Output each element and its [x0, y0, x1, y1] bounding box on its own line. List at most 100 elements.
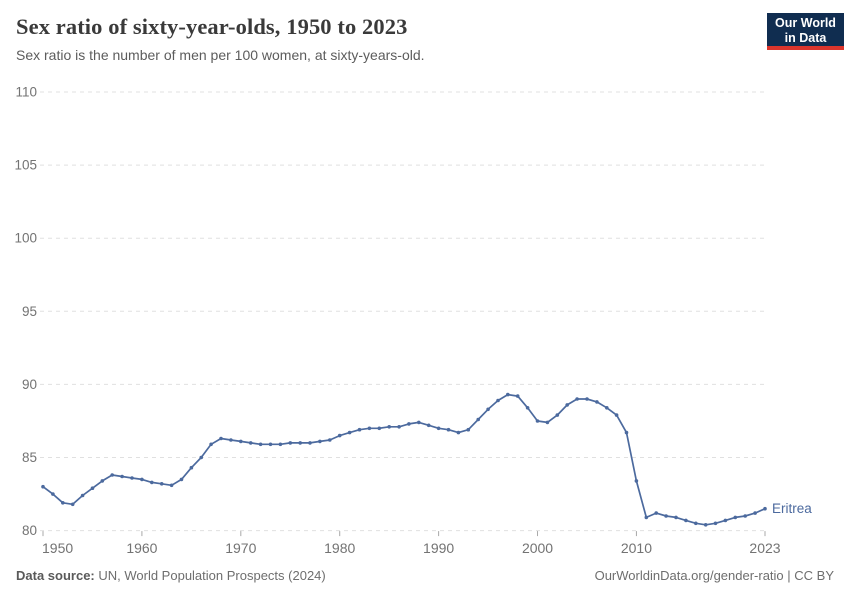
data-point-1981	[347, 430, 352, 435]
data-point-1970	[239, 439, 243, 444]
data-point-2012	[654, 511, 658, 515]
data-point-2010	[634, 479, 639, 483]
owid-logo-line2: in Data	[784, 31, 827, 45]
data-point-2013	[664, 514, 668, 518]
data-point-1988	[417, 420, 421, 425]
y-axis-label-90: 90	[22, 377, 37, 392]
data-point-1973	[268, 442, 273, 447]
data-point-2003	[565, 403, 569, 407]
data-point-2020	[733, 515, 738, 520]
data-point-1989	[426, 423, 431, 428]
data-point-1962	[159, 482, 164, 486]
data-point-1975	[288, 441, 293, 445]
x-axis-label-1990: 1990	[423, 540, 454, 556]
data-point-1968	[219, 436, 223, 441]
data-point-2004	[575, 397, 579, 401]
owid-logo[interactable]: Our World in Data	[767, 13, 844, 50]
data-point-2022	[753, 511, 757, 515]
data-point-1954	[80, 493, 85, 498]
data-point-1978	[318, 439, 322, 444]
data-point-1958	[120, 474, 124, 479]
data-point-2006	[595, 400, 599, 404]
y-axis-label-85: 85	[22, 450, 37, 465]
data-point-1969	[229, 438, 233, 442]
data-point-1964	[179, 477, 184, 482]
data-point-1985	[387, 425, 392, 429]
data-point-2009	[624, 430, 629, 435]
series-line-eritrea	[42, 393, 766, 526]
y-axis-label-100: 100	[14, 231, 37, 246]
chart-footer: Data source: UN, World Population Prospe…	[16, 568, 834, 583]
chart-subtitle: Sex ratio is the number of men per 100 w…	[16, 47, 425, 63]
page-title: Sex ratio of sixty-year-olds, 1950 to 20…	[16, 14, 408, 39]
data-point-1986	[397, 425, 401, 429]
data-point-2018	[713, 521, 718, 526]
data-point-1999	[525, 406, 530, 410]
data-point-1974	[278, 442, 283, 447]
data-point-2023	[763, 506, 767, 511]
data-point-1950	[41, 484, 45, 489]
data-point-2005	[585, 397, 589, 401]
data-point-2000	[535, 419, 540, 423]
data-point-1961	[150, 480, 154, 485]
data-point-1951	[51, 492, 55, 496]
data-point-1959	[130, 476, 134, 480]
data-point-1995	[486, 407, 490, 412]
data-point-1953	[70, 502, 75, 507]
data-point-1972	[258, 442, 263, 447]
data-point-1996	[496, 398, 500, 403]
data-point-2019	[723, 518, 728, 523]
owid-logo-line1: Our World	[775, 16, 836, 30]
x-axis-label-2010: 2010	[621, 540, 652, 556]
data-source-label: Data source:	[16, 568, 95, 583]
data-point-2021	[743, 514, 747, 518]
data-point-2016	[694, 521, 698, 526]
data-point-1979	[328, 438, 332, 442]
data-point-2011	[644, 515, 649, 520]
data-point-2001	[545, 420, 550, 425]
data-point-1957	[110, 473, 114, 477]
data-point-1967	[209, 442, 213, 447]
data-point-1966	[199, 455, 203, 460]
data-point-1952	[61, 501, 65, 505]
y-axis-label-95: 95	[22, 304, 37, 319]
data-point-1965	[189, 465, 194, 470]
data-point-2014	[674, 515, 678, 520]
data-point-2008	[614, 413, 619, 417]
y-axis-label-80: 80	[22, 523, 37, 538]
data-point-1963	[169, 483, 174, 488]
data-point-1960	[140, 477, 144, 482]
data-point-1976	[298, 441, 303, 445]
x-axis-label-1960: 1960	[126, 540, 157, 556]
y-axis-label-105: 105	[14, 158, 37, 173]
data-point-1982	[357, 427, 362, 432]
entity-label: Eritrea	[772, 501, 812, 516]
data-point-2007	[605, 406, 609, 410]
data-point-1994	[476, 417, 481, 422]
x-axis-label-1980: 1980	[324, 540, 355, 556]
data-point-1956	[100, 479, 105, 483]
data-point-1983	[367, 426, 372, 431]
x-axis-label-2023: 2023	[749, 540, 780, 556]
data-point-1955	[90, 486, 95, 491]
y-axis-label-110: 110	[15, 85, 37, 100]
data-point-2015	[684, 518, 688, 523]
data-point-1977	[308, 441, 312, 445]
data-point-1998	[515, 394, 520, 398]
data-point-1992	[456, 430, 461, 435]
data-point-1997	[506, 392, 510, 397]
license-link[interactable]: OurWorldinData.org/gender-ratio | CC BY	[594, 568, 834, 583]
data-point-2002	[555, 413, 560, 417]
x-axis-label-1970: 1970	[225, 540, 256, 556]
data-point-1971	[248, 441, 253, 445]
data-point-1984	[377, 426, 382, 431]
x-axis-label-1950: 1950	[42, 540, 73, 556]
data-point-1991	[446, 427, 451, 432]
data-point-1987	[407, 422, 411, 426]
data-point-2017	[703, 523, 708, 527]
data-source-text: UN, World Population Prospects (2024)	[94, 568, 326, 583]
data-source-note: Data source: UN, World Population Prospe…	[16, 568, 326, 583]
data-point-1980	[337, 433, 342, 438]
